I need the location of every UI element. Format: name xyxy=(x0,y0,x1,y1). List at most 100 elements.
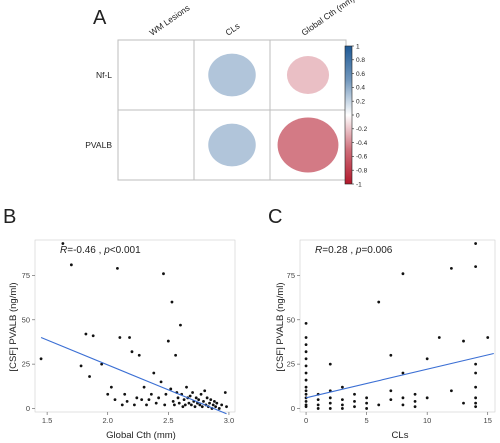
data-point xyxy=(316,407,320,410)
data-point xyxy=(209,398,213,401)
stat-annotation-b: R=-0.46 , p<0.001 xyxy=(60,245,141,256)
data-point xyxy=(169,387,173,391)
heatmap-cell-Nf-L-2 xyxy=(286,56,330,94)
stat-r-label-b: R xyxy=(60,245,67,256)
data-point xyxy=(193,405,197,409)
data-point xyxy=(217,407,221,410)
data-point xyxy=(194,396,198,400)
data-point xyxy=(462,401,465,405)
x-tick-label: 5 xyxy=(365,416,369,425)
data-point xyxy=(189,403,193,407)
data-point xyxy=(182,398,186,401)
data-point xyxy=(79,364,83,368)
data-point xyxy=(91,334,95,338)
data-point xyxy=(166,339,170,343)
data-point xyxy=(365,401,369,405)
y-tick-label: 50 xyxy=(287,315,295,324)
data-point xyxy=(191,391,194,394)
data-point xyxy=(304,350,308,354)
data-point xyxy=(123,392,127,396)
data-point xyxy=(328,362,332,366)
y-tick-label: 0 xyxy=(26,404,30,413)
data-point xyxy=(353,399,356,403)
colorbar-tick-label: -0.8 xyxy=(356,168,368,175)
data-point xyxy=(474,371,478,375)
data-point xyxy=(174,353,178,357)
stat-p-label-c: p xyxy=(355,245,362,256)
scatter-cls-pvalb: 0 25 50 75 0 5 10 15 R=0.28 , p=0.006 CLs [CSF]… xyxy=(275,239,496,441)
data-point xyxy=(316,403,320,407)
data-point xyxy=(474,405,478,409)
fit-line-b xyxy=(40,337,227,415)
y-tick-label: 25 xyxy=(287,360,295,369)
stat-r-value-b: =-0.46 xyxy=(67,245,96,256)
data-point xyxy=(328,401,332,405)
x-tick-label: 2.0 xyxy=(103,416,113,425)
data-point xyxy=(365,407,369,410)
data-point xyxy=(377,300,381,304)
colorbar-tick-label: 0.6 xyxy=(356,71,365,78)
data-point xyxy=(100,362,104,366)
data-point xyxy=(147,398,151,401)
data-point xyxy=(304,371,308,375)
x-tick-label: 3.0 xyxy=(224,416,234,425)
data-point xyxy=(304,389,308,393)
points-c xyxy=(304,242,490,410)
data-point xyxy=(328,396,332,400)
x-axis-title-b: Global Cth (mm) xyxy=(106,430,176,441)
data-point xyxy=(340,403,344,407)
data-point xyxy=(199,392,203,396)
data-point xyxy=(202,399,205,403)
colorbar-tick-label: -0.2 xyxy=(356,126,368,133)
y-tick-label: 0 xyxy=(291,404,295,413)
data-point xyxy=(413,405,417,409)
data-point xyxy=(84,332,88,336)
stat-r-label-c: R xyxy=(315,245,322,256)
data-point xyxy=(474,265,478,268)
data-point xyxy=(130,350,134,354)
data-point xyxy=(109,385,113,389)
stat-r-value-c: =0.28 xyxy=(322,245,348,256)
data-point xyxy=(353,405,356,409)
scatter-cth-pvalb: 0 25 50 75 1.5 2.0 2.5 3.0 R=-0.46 , p<0.001 Gl… xyxy=(8,239,236,441)
panel-label-c: C xyxy=(268,206,282,228)
data-point xyxy=(425,357,429,361)
data-point xyxy=(211,403,215,407)
data-point xyxy=(212,399,216,403)
data-point xyxy=(401,403,405,407)
y-axis-title-b: [CSF] PVALB (ng/ml) xyxy=(8,282,19,371)
data-point xyxy=(187,401,191,405)
x-tick-label: 1.5 xyxy=(42,416,52,425)
colorbar-tick-label: 0 xyxy=(356,112,360,119)
data-point xyxy=(462,339,465,343)
data-point xyxy=(474,362,478,366)
data-point xyxy=(328,407,332,410)
data-point xyxy=(425,396,429,400)
data-point xyxy=(223,391,227,394)
data-point xyxy=(389,389,393,393)
data-point xyxy=(159,380,163,384)
data-point xyxy=(214,405,218,409)
plot-area xyxy=(299,239,496,413)
data-point xyxy=(152,371,156,375)
x-tick-label: 15 xyxy=(484,416,492,425)
heatmap-row-labels: Nf-L PVALB xyxy=(85,70,112,150)
heatmap-row-label: PVALB xyxy=(85,140,112,150)
data-point xyxy=(389,353,393,357)
plot-area xyxy=(34,239,236,413)
data-point xyxy=(113,398,117,401)
correlation-heatmap: WM Lesions CLs Global Cth (mm) Nf-L PVALB 1… xyxy=(85,0,367,188)
data-point xyxy=(353,392,356,396)
data-point xyxy=(304,336,308,339)
data-point xyxy=(304,378,308,382)
data-point xyxy=(118,336,122,339)
data-point xyxy=(128,336,131,339)
stat-sep-c: , xyxy=(348,245,356,256)
colorbar-tick-label: 1 xyxy=(356,43,360,50)
data-point xyxy=(198,403,202,407)
heatmap-cell-Nf-L-1 xyxy=(208,53,256,97)
data-point xyxy=(69,263,73,267)
data-point xyxy=(401,396,405,400)
data-point xyxy=(203,389,207,393)
